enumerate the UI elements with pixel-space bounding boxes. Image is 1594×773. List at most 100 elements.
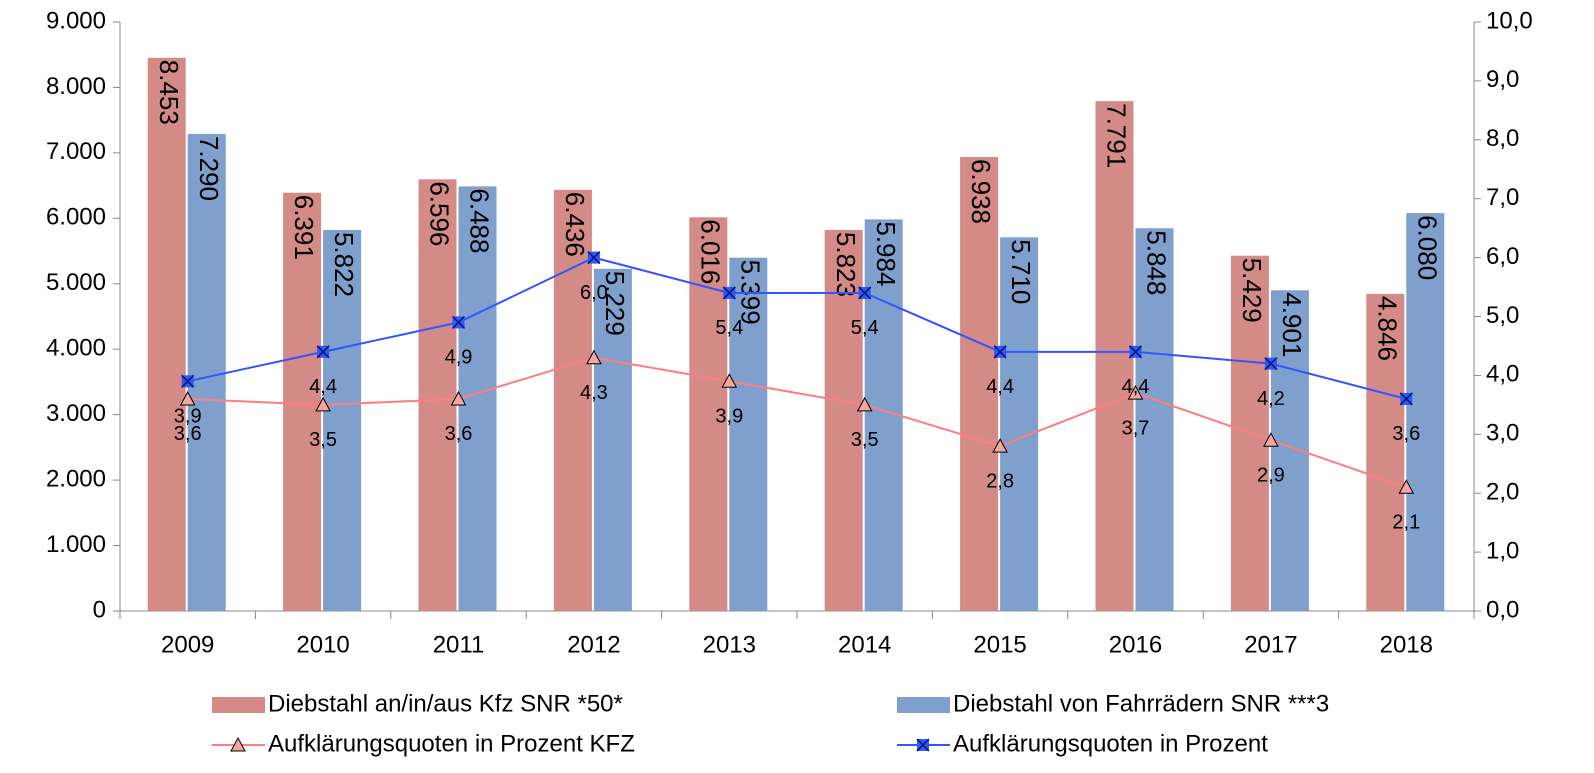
x-tick-label: 2018 xyxy=(1380,631,1433,658)
bar-label: 5.229 xyxy=(600,271,630,336)
line-marker xyxy=(1263,432,1279,447)
bar xyxy=(147,57,186,612)
legend-swatch xyxy=(212,697,265,713)
point-label: 4,4 xyxy=(986,376,1014,398)
line-marker xyxy=(992,438,1008,453)
bar-label: 4.901 xyxy=(1277,292,1307,357)
line-marker xyxy=(1398,479,1415,494)
point-label: 6,0 xyxy=(580,282,608,304)
line-marker xyxy=(721,373,738,388)
bar xyxy=(1406,213,1445,611)
y2-tick-label: 4,0 xyxy=(1486,361,1519,388)
x-tick-label: 2012 xyxy=(567,631,620,658)
bar-label: 7.791 xyxy=(1102,103,1132,168)
y2-tick-label: 10,0 xyxy=(1486,7,1533,34)
line-marker xyxy=(179,390,196,406)
legend-label: Diebstahl von Fahrrädern SNR ***3 xyxy=(953,690,1329,717)
bar-label: 5.822 xyxy=(329,232,359,297)
marker-cross xyxy=(451,315,466,329)
x-tick-label: 2015 xyxy=(973,631,1026,658)
line-marker xyxy=(1264,357,1278,371)
line-marker xyxy=(451,315,466,329)
y-tick-label: 2.000 xyxy=(46,465,106,492)
point-label: 4,4 xyxy=(309,376,337,398)
y2-tick-label: 5,0 xyxy=(1486,302,1519,329)
x-tick-label: 2010 xyxy=(296,631,349,658)
x-tick-label: 2011 xyxy=(433,631,485,658)
bar-label: 5.429 xyxy=(1237,258,1267,323)
bar xyxy=(418,179,457,612)
line-marker xyxy=(858,286,872,300)
point-label: 3,5 xyxy=(309,429,337,451)
point-label: 4,4 xyxy=(1122,376,1150,398)
x-tick-label: 2013 xyxy=(703,631,756,658)
x-tick-label: 2009 xyxy=(161,631,214,658)
y-tick-label: 9.000 xyxy=(46,7,106,34)
line-marker xyxy=(587,251,601,265)
y-tick-label: 1.000 xyxy=(46,531,106,558)
y2-tick-label: 9,0 xyxy=(1486,66,1519,93)
y-tick-label: 0 xyxy=(93,596,106,623)
marker-cross xyxy=(316,345,330,359)
line xyxy=(187,356,1407,489)
bar-label: 6.488 xyxy=(465,188,495,253)
bar-label: 5.848 xyxy=(1142,230,1172,295)
bar-label: 5.823 xyxy=(831,232,861,297)
point-label: 2,1 xyxy=(1392,512,1420,534)
bar xyxy=(729,257,768,611)
marker-cross xyxy=(858,286,872,300)
marker-cross xyxy=(181,374,195,388)
y2-tick-label: 0,0 xyxy=(1486,596,1519,623)
bar xyxy=(323,229,362,612)
point-label: 4,2 xyxy=(1257,388,1285,410)
bar xyxy=(1095,101,1134,612)
bar xyxy=(1135,228,1174,611)
marker-cross xyxy=(1399,392,1413,406)
bar xyxy=(283,192,322,611)
point-label: 4,3 xyxy=(580,382,608,404)
y-tick-label: 3.000 xyxy=(46,400,106,427)
bar xyxy=(1366,293,1405,611)
bar-label: 8.453 xyxy=(154,60,184,125)
bar xyxy=(1000,237,1039,611)
point-label: 3,6 xyxy=(174,423,202,445)
bar-label: 6.080 xyxy=(1412,215,1442,280)
y2-tick-label: 1,0 xyxy=(1486,537,1519,564)
line-marker xyxy=(586,349,602,365)
legend-label: Diebstahl an/in/aus Kfz SNR *50* xyxy=(268,690,623,717)
y-tick-label: 6.000 xyxy=(46,204,106,231)
point-label: 3,9 xyxy=(715,406,743,428)
bar-label: 4.846 xyxy=(1372,296,1402,361)
line xyxy=(187,256,1407,400)
y-tick-label: 7.000 xyxy=(46,138,106,165)
point-label: 3,6 xyxy=(445,423,473,445)
bar-label: 5.984 xyxy=(871,221,901,286)
legend-label: Aufklärungsquoten in Prozent KFZ xyxy=(268,730,635,757)
line-marker xyxy=(1399,392,1413,406)
point-label: 3,7 xyxy=(1122,417,1150,439)
bar xyxy=(593,268,632,611)
y-tick-label: 8.000 xyxy=(46,73,106,100)
x-tick-label: 2016 xyxy=(1109,631,1162,658)
line-marker xyxy=(856,396,873,412)
point-label: 2,9 xyxy=(1257,464,1285,486)
marker-cross xyxy=(916,738,930,752)
marker-cross xyxy=(1128,345,1143,359)
point-label: 5,4 xyxy=(851,317,879,339)
bar-label: 6.436 xyxy=(560,192,590,257)
legend-marker xyxy=(916,738,930,752)
legend-label: Aufklärungsquoten in Prozent xyxy=(953,730,1268,757)
bar-label: 6.596 xyxy=(425,181,455,246)
line-marker xyxy=(722,286,736,300)
point-label: 5,4 xyxy=(715,317,743,339)
bar-label: 6.938 xyxy=(966,159,996,224)
bar-label: 6.016 xyxy=(695,219,725,284)
marker-cross xyxy=(1264,357,1278,371)
x-tick-label: 2014 xyxy=(838,631,891,658)
y-tick-label: 5.000 xyxy=(46,269,106,296)
bar-label: 7.290 xyxy=(194,136,224,201)
point-label: 2,8 xyxy=(986,470,1014,492)
marker-cross xyxy=(587,251,601,265)
line-marker xyxy=(181,374,195,388)
marker-cross xyxy=(993,345,1007,359)
